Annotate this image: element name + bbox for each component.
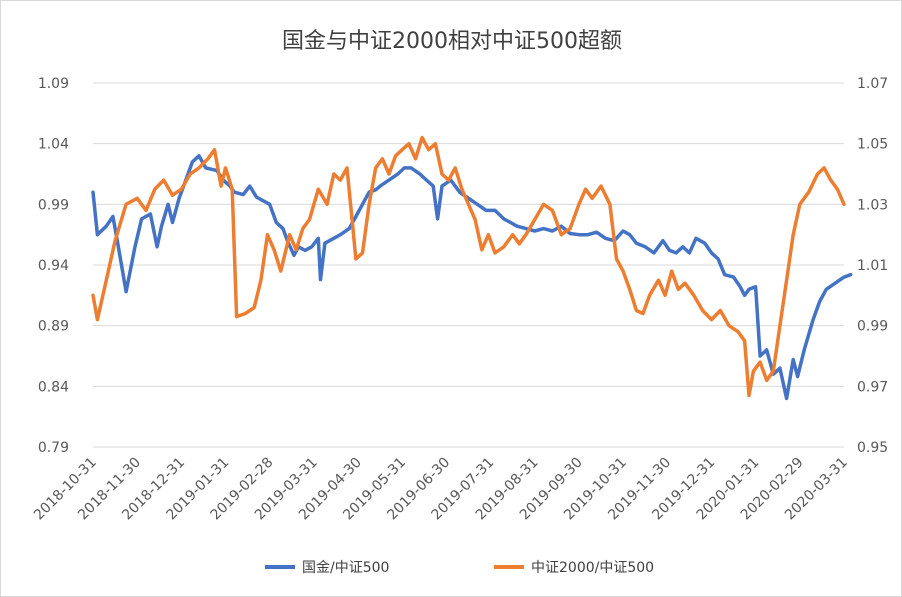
legend-label-1: 国金/中证500 xyxy=(302,560,389,576)
left-tick-label: 0.84 xyxy=(38,379,69,395)
left-tick-label: 0.94 xyxy=(38,258,69,274)
right-tick-label: 0.97 xyxy=(857,379,888,395)
left-tick-label: 0.79 xyxy=(38,440,69,456)
left-tick-label: 0.89 xyxy=(38,319,69,335)
legend: 国金/中证500 中证2000/中证500 xyxy=(265,560,654,576)
left-tick-label: 1.04 xyxy=(38,137,69,153)
right-tick-label: 1.07 xyxy=(857,76,888,92)
right-tick-label: 1.05 xyxy=(857,137,888,153)
right-tick-label: 0.99 xyxy=(857,319,888,335)
chart-title: 国金与中证2000相对中证500超额 xyxy=(282,29,622,54)
right-tick-label: 1.03 xyxy=(857,197,888,213)
series-line-2 xyxy=(91,135,846,398)
right-y-axis: 1.07 1.05 1.03 1.01 0.99 0.97 0.95 xyxy=(857,76,888,456)
x-axis: 2018-10-312018-11-302018-12-312019-01-31… xyxy=(31,446,851,523)
right-tick-label: 1.01 xyxy=(857,258,888,274)
left-tick-label: 1.09 xyxy=(38,76,69,92)
legend-label-2: 中证2000/中证500 xyxy=(531,560,654,576)
left-y-axis: 1.09 1.04 0.99 0.94 0.89 0.84 0.79 xyxy=(38,76,69,456)
left-tick-label: 0.99 xyxy=(38,197,69,213)
series-lines xyxy=(91,135,853,401)
series-line-1 xyxy=(91,154,853,401)
gridlines xyxy=(93,82,844,448)
right-tick-label: 0.95 xyxy=(857,440,888,456)
